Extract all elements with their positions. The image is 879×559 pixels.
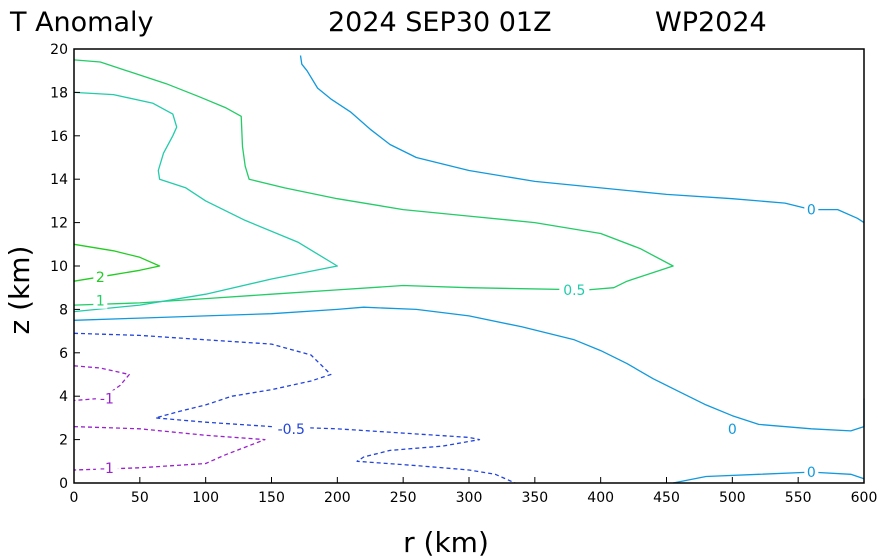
y-tick-label: 8: [59, 302, 68, 318]
x-tick-label: 350: [521, 490, 548, 506]
contour-line: [299, 55, 865, 224]
contour-label-background: [272, 420, 311, 437]
contour-line: [73, 243, 161, 282]
x-tick-label: 0: [70, 490, 79, 506]
x-tick-label: 600: [851, 490, 878, 506]
contour-line: [73, 425, 266, 471]
chart-datetime: 2024 SEP30 01Z: [328, 7, 552, 38]
contour-label: 0.5: [563, 283, 585, 299]
x-tick-label: 200: [324, 490, 351, 506]
contour-label-background: [93, 292, 108, 309]
contour-label-background: [95, 459, 118, 476]
contour-label: -1: [100, 391, 114, 407]
contour-label: 0: [728, 422, 737, 438]
contour-line: [73, 306, 865, 432]
contour-label-background: [725, 420, 740, 437]
y-axis: 0 2 4 6 8 10 12 14 16 18 20: [50, 42, 80, 492]
y-tick-label: 14: [50, 172, 68, 188]
contour-label: 0: [807, 203, 816, 219]
contour-line: [672, 471, 865, 484]
y-tick-label: 2: [59, 433, 68, 449]
x-tick-label: 50: [131, 490, 149, 506]
y-tick-label: 4: [59, 389, 68, 405]
contour-line: [73, 332, 516, 484]
contour-layer: [73, 55, 865, 484]
contour-label: 1: [96, 294, 105, 310]
contour-label-background: [93, 268, 108, 285]
y-tick-label: 10: [50, 259, 68, 275]
contour-label-background: [95, 390, 118, 407]
x-tick-label: 300: [456, 490, 483, 506]
contour-label-layer: 2 1 0.5 0 0 0 -0.5 -1 -1: [93, 201, 819, 481]
chart-storm-id: WP2024: [655, 7, 767, 38]
contour-label: -1: [100, 461, 114, 477]
contour-label: -0.5: [278, 422, 305, 438]
x-tick-label: 250: [390, 490, 417, 506]
y-tick-label: 20: [50, 42, 68, 58]
x-axis: 0 50 100 150 200 250 300 350 400 450 500 550 600: [70, 477, 878, 506]
x-tick-label: 450: [653, 490, 680, 506]
x-tick-label: 400: [587, 490, 614, 506]
contour-label-background: [804, 464, 819, 481]
contour-label: 0: [807, 465, 816, 481]
x-axis-label: r (km): [403, 526, 489, 559]
contour-label: 2: [96, 270, 105, 286]
y-tick-label: 16: [50, 129, 68, 145]
x-tick-label: 150: [258, 490, 285, 506]
contour-line: [73, 91, 338, 313]
contour-label-background: [804, 201, 819, 218]
y-tick-label: 6: [59, 346, 68, 362]
y-axis-label: z (km): [3, 246, 36, 335]
y-tick-label: 12: [50, 216, 68, 232]
contour-line: [73, 59, 674, 306]
x-tick-label: 500: [719, 490, 746, 506]
contour-label-background: [559, 281, 590, 298]
x-tick-label: 550: [785, 490, 812, 506]
x-tick-label: 100: [192, 490, 219, 506]
plot-frame: [73, 48, 865, 484]
y-tick-label: 18: [50, 85, 68, 101]
y-tick-label: 0: [59, 476, 68, 492]
chart-title: T Anomaly: [9, 7, 154, 38]
